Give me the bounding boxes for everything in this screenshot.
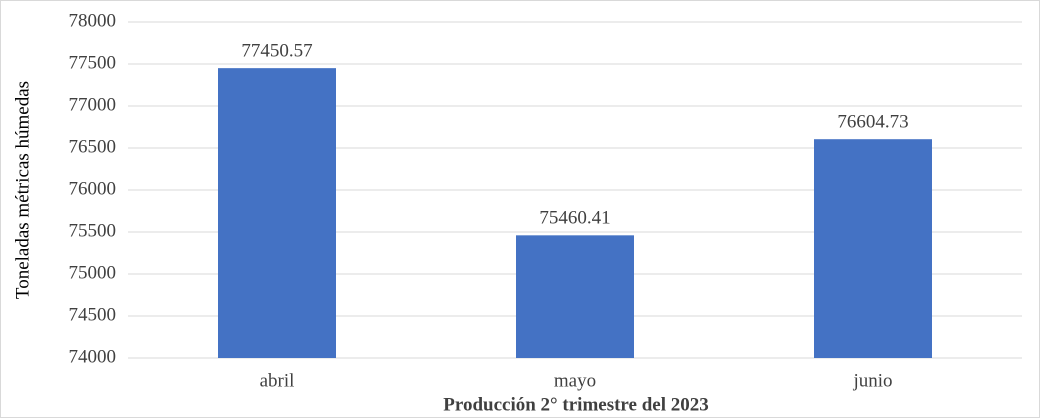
- y-tick-label: 75500: [69, 220, 117, 241]
- value-label: 75460.41: [539, 208, 610, 229]
- x-tick-label: mayo: [554, 370, 596, 391]
- x-tick-label: junio: [852, 370, 892, 391]
- y-tick-label: 75000: [69, 262, 117, 283]
- value-label: 76604.73: [837, 112, 908, 133]
- bar: [516, 235, 634, 358]
- y-tick-label: 76500: [69, 136, 117, 157]
- y-tick-label: 77000: [69, 94, 117, 115]
- x-axis-title: Producción 2° trimestre del 2023: [443, 394, 708, 415]
- y-axis-title: Toneladas métricas húmedas: [12, 81, 33, 299]
- y-tick-label: 78000: [69, 10, 117, 31]
- y-tick-label: 77500: [69, 52, 117, 73]
- value-label: 77450.57: [241, 41, 312, 62]
- bar: [814, 139, 932, 358]
- x-tick-label: abril: [260, 370, 295, 391]
- y-tick-label: 74000: [69, 346, 117, 367]
- y-tick-label: 76000: [69, 178, 117, 199]
- bar: [218, 68, 336, 358]
- y-tick-label: 74500: [69, 304, 117, 325]
